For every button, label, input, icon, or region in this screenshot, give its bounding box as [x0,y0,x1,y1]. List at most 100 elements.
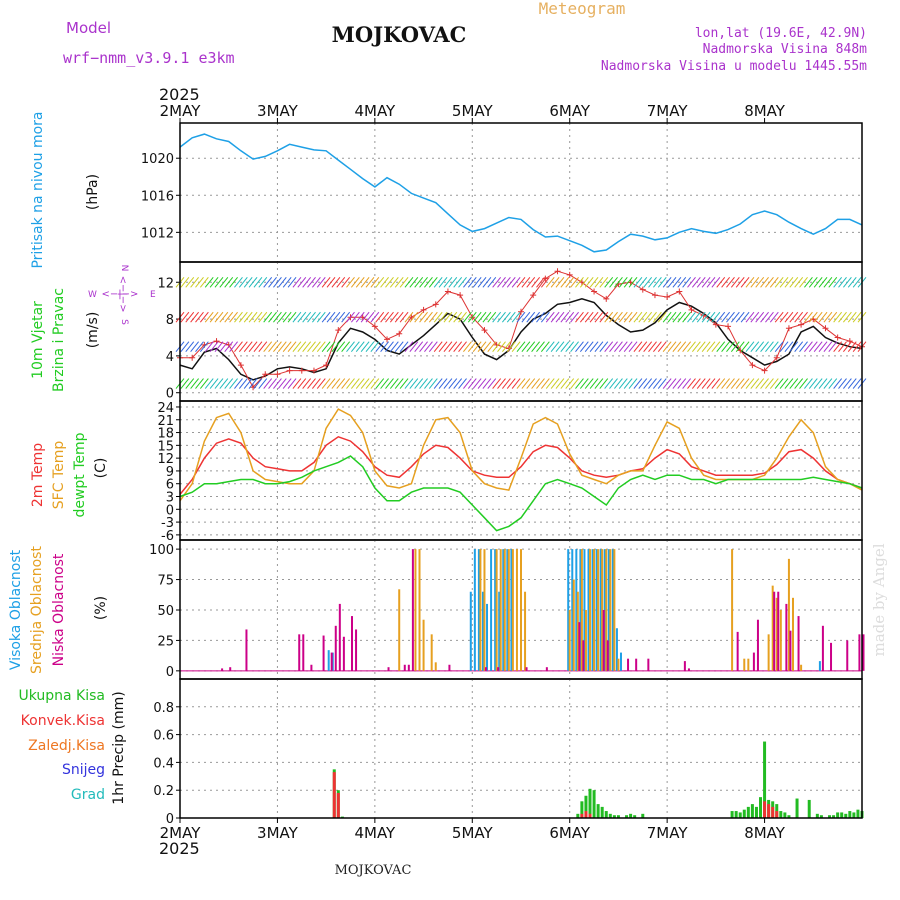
wind-arrow [823,311,833,323]
wind-arrow [180,378,190,389]
wind-arrow [458,341,467,353]
day-label-top: 3MAY [257,102,299,120]
wind-arrow [804,276,813,288]
bar-konvek-kisa [336,792,340,818]
bar-visoka-oblacnost [490,549,493,671]
bar-niska-oblacnost [221,668,224,671]
wind-arrow [804,378,813,389]
gust-marker [664,293,671,300]
wind-arrow [550,341,560,353]
wind-arrow [794,276,804,288]
coords-label: lon,lat (19.6E, 42.9N) [695,26,867,41]
wind-arrow [823,276,833,288]
bar-srednja-oblacnost [414,549,417,671]
day-labels-bottom: 2MAY 3MAY 4MAY 5MAY 6MAY 7MAY 8MAY [160,824,786,842]
pressure-ylabel: (hPa) [85,174,101,210]
wind-arrow [185,276,195,288]
wind-arrow [209,378,219,389]
wind-arrow [409,311,419,323]
wind-arrow [726,276,735,288]
y-tick-label: 9 [166,465,174,480]
wind-arrow [808,341,818,353]
station-title: MOJKOVAC [332,22,467,47]
wind-arrow [195,378,204,389]
wind-arrow [477,378,487,389]
bar-visoka-oblacnost [486,603,489,671]
wind-arrow [336,311,346,323]
wind-arrow [691,311,701,323]
wind-arrow [394,378,404,389]
wind-arrow [657,378,667,389]
wind-arrow [667,311,677,323]
wind-arrow [730,311,740,323]
wind-arrow [341,341,351,353]
day-label-bottom: 2MAY [160,824,202,842]
bar-ukupna-kisa [783,812,787,818]
wind-arrow [360,341,370,353]
wind-arrow [273,378,282,389]
wind-arrow [506,341,516,353]
wind-arrow [794,378,804,389]
wind-arrow [458,311,467,323]
wind-arrow [638,341,648,353]
bar-niska-oblacnost [407,664,410,671]
gust-marker [688,306,695,313]
wind-arrow [487,341,497,353]
wind-arrow [721,276,730,288]
bar-niska-oblacnost [229,667,232,671]
wind-arrow [316,378,326,389]
wind-arrow [463,378,472,389]
bar-niska-oblacnost [322,635,325,671]
wind-arrow [735,341,745,353]
sfc-temp-label: SFC Temp [51,441,67,510]
wind-arrow [433,276,443,288]
day-label-top: 8MAY [744,102,786,120]
wind-arrow [706,311,716,323]
wind-arrow [653,378,662,389]
bar-niska-oblacnost [403,664,406,671]
wind-arrow [677,311,687,323]
gust-marker [591,288,598,295]
bar-niska-oblacnost [627,658,630,671]
gust-marker [371,323,378,330]
wind-arrow [526,276,536,288]
wind-arrow [419,276,428,288]
gust-marker [298,367,305,374]
wind-arrow [852,276,862,288]
wind-arrow [472,378,482,389]
wind-arrow [745,378,755,389]
gust-marker [785,325,792,332]
wind-arrow [297,311,307,323]
gust-marker [566,271,573,278]
wind-arrow [365,311,375,323]
bar-visoka-oblacnost [587,549,590,671]
bar-konvek-kisa [775,811,779,818]
wind-arrow [341,311,351,323]
wind-arrow [336,341,346,353]
wind-arrow [453,378,463,389]
gust-marker [554,268,561,275]
wind-arrow [662,341,672,353]
bar-niska-oblacnost [602,609,605,671]
bar-ukupna-kisa [604,811,608,818]
wind-arrow [662,378,672,389]
wind-arrow [628,311,638,323]
day-label-top: 4MAY [354,102,396,120]
wind-arrow [745,311,755,323]
wind-arrow [584,276,594,288]
wind-arrow [804,311,813,323]
bar-srednja-oblacnost [576,591,579,671]
bar-niska-oblacnost [647,658,650,671]
wind-arrow [609,311,618,323]
wind-arrow [521,341,531,353]
wind-arrow [214,341,224,353]
wind-arrow [312,341,321,353]
mid-cloud-label: Srednja Oblacnost [29,546,45,674]
bar-ukupna-kisa [819,815,823,818]
wind-arrow [716,276,726,288]
y-tick-label: 18 [157,427,174,442]
bar-srednja-oblacnost [601,549,604,671]
wind-arrow [672,311,682,323]
bar-ukupna-kisa [616,815,620,818]
wind-arrow [799,311,808,323]
